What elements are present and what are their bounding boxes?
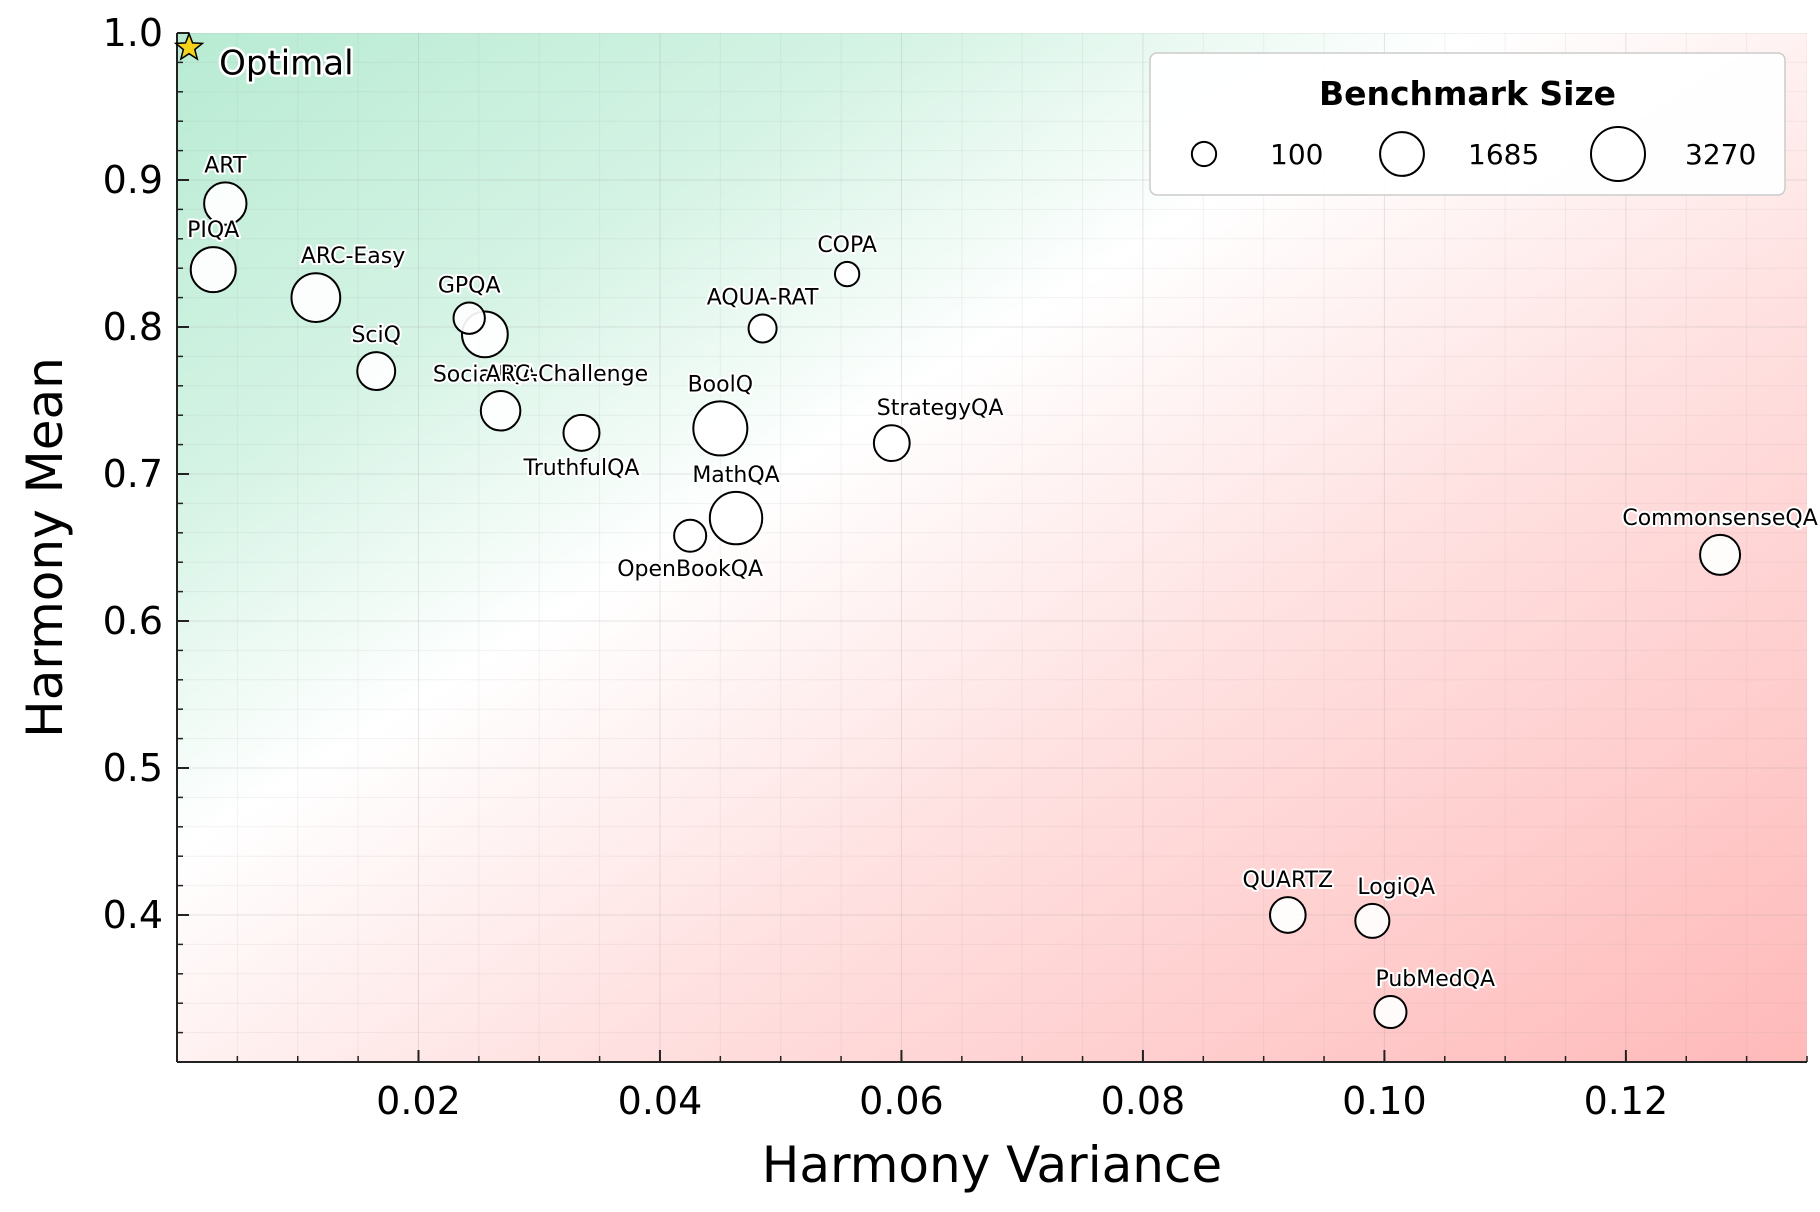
legend-label-3270: 3270 <box>1685 138 1756 171</box>
x-tick-label: 0.10 <box>1342 1079 1427 1123</box>
label-logiqa: LogiQA <box>1357 875 1435 900</box>
x-tick-label: 0.08 <box>1101 1079 1186 1123</box>
x-tick-label: 0.04 <box>618 1079 703 1123</box>
label-commonsenseqa: CommonsenseQA <box>1622 506 1817 531</box>
label-mathqa: MathQA <box>692 463 779 488</box>
legend-marker-3270 <box>1590 126 1646 182</box>
label-piqa: PIQA <box>187 218 239 243</box>
y-tick-label: 0.6 <box>103 599 163 643</box>
axes: 0.02 0.04 0.06 0.08 0.10 0.12 0.4 0.5 0.6 0.7 0.8 0… <box>103 11 1808 1123</box>
x-tick-label: 0.12 <box>1584 1079 1669 1123</box>
point-copa <box>833 260 861 288</box>
plot-background <box>177 33 1807 1062</box>
point-pubmedqa <box>1373 994 1408 1030</box>
point-aqua-rat <box>747 313 778 344</box>
point-mathqa <box>708 490 764 546</box>
optimal-label: Optimal <box>219 44 354 84</box>
point-strategyqa <box>872 424 911 463</box>
y-axis-title: Harmony Mean <box>16 357 74 738</box>
grid <box>177 33 1807 1062</box>
point-gpqa <box>452 301 486 335</box>
label-gpqa: GPQA <box>438 274 501 299</box>
label-copa: COPA <box>817 233 877 258</box>
legend: Benchmark Size 100 1685 3270 <box>1149 52 1786 196</box>
optimal-marker-group: Optimal <box>173 31 356 86</box>
label-openbookqa: OpenBookQA <box>617 557 763 582</box>
point-logiqa <box>1354 902 1391 939</box>
y-tick-label: 0.5 <box>103 746 163 790</box>
x-tick-label: 0.02 <box>376 1079 461 1123</box>
label-boolq: BoolQ <box>688 372 753 397</box>
y-tick-label: 0.4 <box>103 893 163 937</box>
point-labels: ART PIQA ARC-Easy GPQA SocialIQA SciQ ARC-Chal… <box>185 151 1820 994</box>
point-piqa <box>189 246 237 294</box>
point-boolq <box>692 400 749 457</box>
x-tick-label: 0.06 <box>859 1079 944 1123</box>
point-openbookqa <box>673 518 708 553</box>
legend-label-1685: 1685 <box>1468 138 1539 171</box>
y-tick-label: 0.8 <box>103 305 163 349</box>
y-tick-label: 1.0 <box>103 11 163 55</box>
point-truthfulqa <box>562 413 601 452</box>
label-quartz: QUARTZ <box>1242 868 1333 893</box>
point-sciq <box>356 351 397 392</box>
point-arc-easy <box>290 272 342 323</box>
optimal-star-icon <box>173 31 205 61</box>
legend-marker-1685 <box>1379 131 1425 177</box>
label-pubmedqa: PubMedQA <box>1375 967 1495 992</box>
label-sciq: SciQ <box>351 323 401 348</box>
y-tick-label: 0.7 <box>103 452 163 496</box>
legend-marker-100 <box>1190 140 1218 168</box>
label-strategyqa: StrategyQA <box>877 396 1004 421</box>
y-tick-label: 0.9 <box>103 158 163 202</box>
label-aqua-rat: AQUA-RAT <box>707 285 819 310</box>
label-arc-easy: ARC-Easy <box>301 244 405 269</box>
legend-title: Benchmark Size <box>1319 74 1616 113</box>
label-art: ART <box>204 153 247 178</box>
label-arc-challenge: ARC-Challenge <box>486 362 649 387</box>
data-points <box>189 181 1742 1030</box>
x-axis-title: Harmony Variance <box>762 1136 1222 1194</box>
legend-label-100: 100 <box>1270 138 1323 171</box>
point-quartz <box>1269 896 1307 934</box>
point-arc-challenge <box>479 390 522 432</box>
point-commonsenseqa <box>1699 533 1742 576</box>
point-art <box>203 181 248 226</box>
label-socialiqa: SocialIQA <box>433 362 537 387</box>
label-truthfulqa: TruthfulQA <box>523 456 640 481</box>
